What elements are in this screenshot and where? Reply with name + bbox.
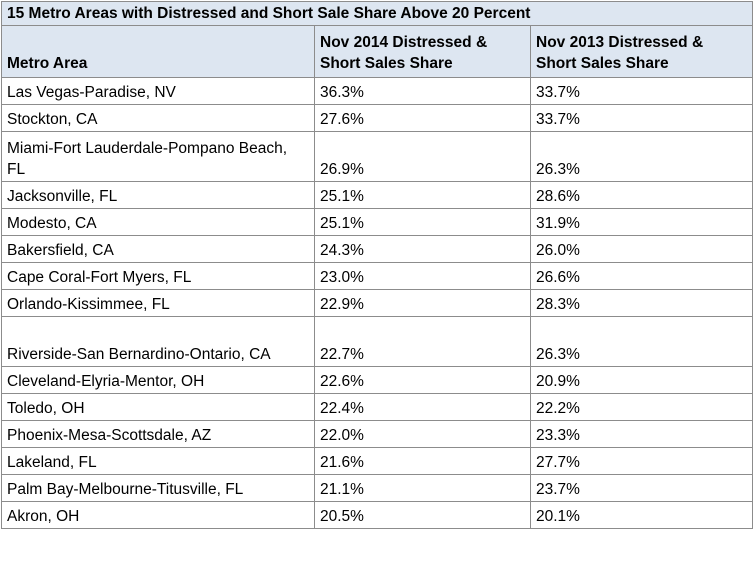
cell-metro: Modesto, CA xyxy=(1,208,315,236)
cell-nov2014: 22.6% xyxy=(314,366,531,394)
cell-nov2013: 33.7% xyxy=(530,77,753,105)
header-nov-2013: Nov 2013 Distressed & Short Sales Share xyxy=(530,25,753,78)
table-row: Toledo, OH 22.4% 22.2% xyxy=(1,393,753,421)
cell-metro: Miami-Fort Lauderdale-Pompano Beach, FL xyxy=(1,131,315,182)
cell-metro: Bakersfield, CA xyxy=(1,235,315,263)
cell-nov2014: 27.6% xyxy=(314,104,531,132)
cell-nov2013: 20.9% xyxy=(530,366,753,394)
table-row: Cleveland-Elyria-Mentor, OH 22.6% 20.9% xyxy=(1,366,753,394)
cell-nov2013: 31.9% xyxy=(530,208,753,236)
cell-metro: Orlando-Kissimmee, FL xyxy=(1,289,315,317)
metro-distressed-table: 15 Metro Areas with Distressed and Short… xyxy=(1,1,753,529)
table-row: Riverside-San Bernardino-Ontario, CA 22.… xyxy=(1,316,753,367)
table-row: Lakeland, FL 21.6% 27.7% xyxy=(1,447,753,475)
table-row: Las Vegas-Paradise, NV 36.3% 33.7% xyxy=(1,77,753,105)
cell-nov2014: 25.1% xyxy=(314,181,531,209)
header-nov-2014: Nov 2014 Distressed & Short Sales Share xyxy=(314,25,531,78)
cell-metro: Stockton, CA xyxy=(1,104,315,132)
table-row: Akron, OH 20.5% 20.1% xyxy=(1,501,753,529)
header-metro-area: Metro Area xyxy=(1,25,315,78)
cell-metro: Jacksonville, FL xyxy=(1,181,315,209)
table-row: Bakersfield, CA 24.3% 26.0% xyxy=(1,235,753,263)
table-row: Modesto, CA 25.1% 31.9% xyxy=(1,208,753,236)
cell-nov2013: 26.3% xyxy=(530,316,753,367)
cell-metro: Lakeland, FL xyxy=(1,447,315,475)
cell-nov2013: 28.3% xyxy=(530,289,753,317)
cell-metro: Toledo, OH xyxy=(1,393,315,421)
cell-metro: Akron, OH xyxy=(1,501,315,529)
cell-metro: Palm Bay-Melbourne-Titusville, FL xyxy=(1,474,315,502)
cell-metro: Phoenix-Mesa-Scottsdale, AZ xyxy=(1,420,315,448)
table-row: Cape Coral-Fort Myers, FL 23.0% 26.6% xyxy=(1,262,753,290)
cell-nov2013: 26.6% xyxy=(530,262,753,290)
table-row: Palm Bay-Melbourne-Titusville, FL 21.1% … xyxy=(1,474,753,502)
cell-nov2014: 36.3% xyxy=(314,77,531,105)
table-title: 15 Metro Areas with Distressed and Short… xyxy=(1,1,753,26)
cell-nov2013: 27.7% xyxy=(530,447,753,475)
cell-nov2013: 26.3% xyxy=(530,131,753,182)
cell-nov2013: 22.2% xyxy=(530,393,753,421)
table-row: Miami-Fort Lauderdale-Pompano Beach, FL … xyxy=(1,131,753,182)
table-row: Stockton, CA 27.6% 33.7% xyxy=(1,104,753,132)
cell-nov2013: 26.0% xyxy=(530,235,753,263)
cell-nov2014: 22.4% xyxy=(314,393,531,421)
cell-nov2013: 20.1% xyxy=(530,501,753,529)
table-container: 15 Metro Areas with Distressed and Short… xyxy=(1,1,753,529)
cell-nov2014: 26.9% xyxy=(314,131,531,182)
cell-nov2014: 21.1% xyxy=(314,474,531,502)
cell-nov2014: 22.9% xyxy=(314,289,531,317)
table-title-row: 15 Metro Areas with Distressed and Short… xyxy=(1,1,753,26)
cell-nov2013: 23.3% xyxy=(530,420,753,448)
cell-nov2014: 20.5% xyxy=(314,501,531,529)
cell-nov2014: 22.0% xyxy=(314,420,531,448)
table-row: Phoenix-Mesa-Scottsdale, AZ 22.0% 23.3% xyxy=(1,420,753,448)
cell-nov2014: 22.7% xyxy=(314,316,531,367)
cell-nov2014: 23.0% xyxy=(314,262,531,290)
cell-nov2013: 33.7% xyxy=(530,104,753,132)
table-row: Jacksonville, FL 25.1% 28.6% xyxy=(1,181,753,209)
table-header-row: Metro Area Nov 2014 Distressed & Short S… xyxy=(1,25,753,78)
cell-nov2014: 24.3% xyxy=(314,235,531,263)
cell-nov2014: 21.6% xyxy=(314,447,531,475)
cell-metro: Cape Coral-Fort Myers, FL xyxy=(1,262,315,290)
cell-nov2014: 25.1% xyxy=(314,208,531,236)
cell-nov2013: 23.7% xyxy=(530,474,753,502)
cell-metro: Cleveland-Elyria-Mentor, OH xyxy=(1,366,315,394)
cell-nov2013: 28.6% xyxy=(530,181,753,209)
cell-metro: Las Vegas-Paradise, NV xyxy=(1,77,315,105)
table-row: Orlando-Kissimmee, FL 22.9% 28.3% xyxy=(1,289,753,317)
cell-metro: Riverside-San Bernardino-Ontario, CA xyxy=(1,316,315,367)
